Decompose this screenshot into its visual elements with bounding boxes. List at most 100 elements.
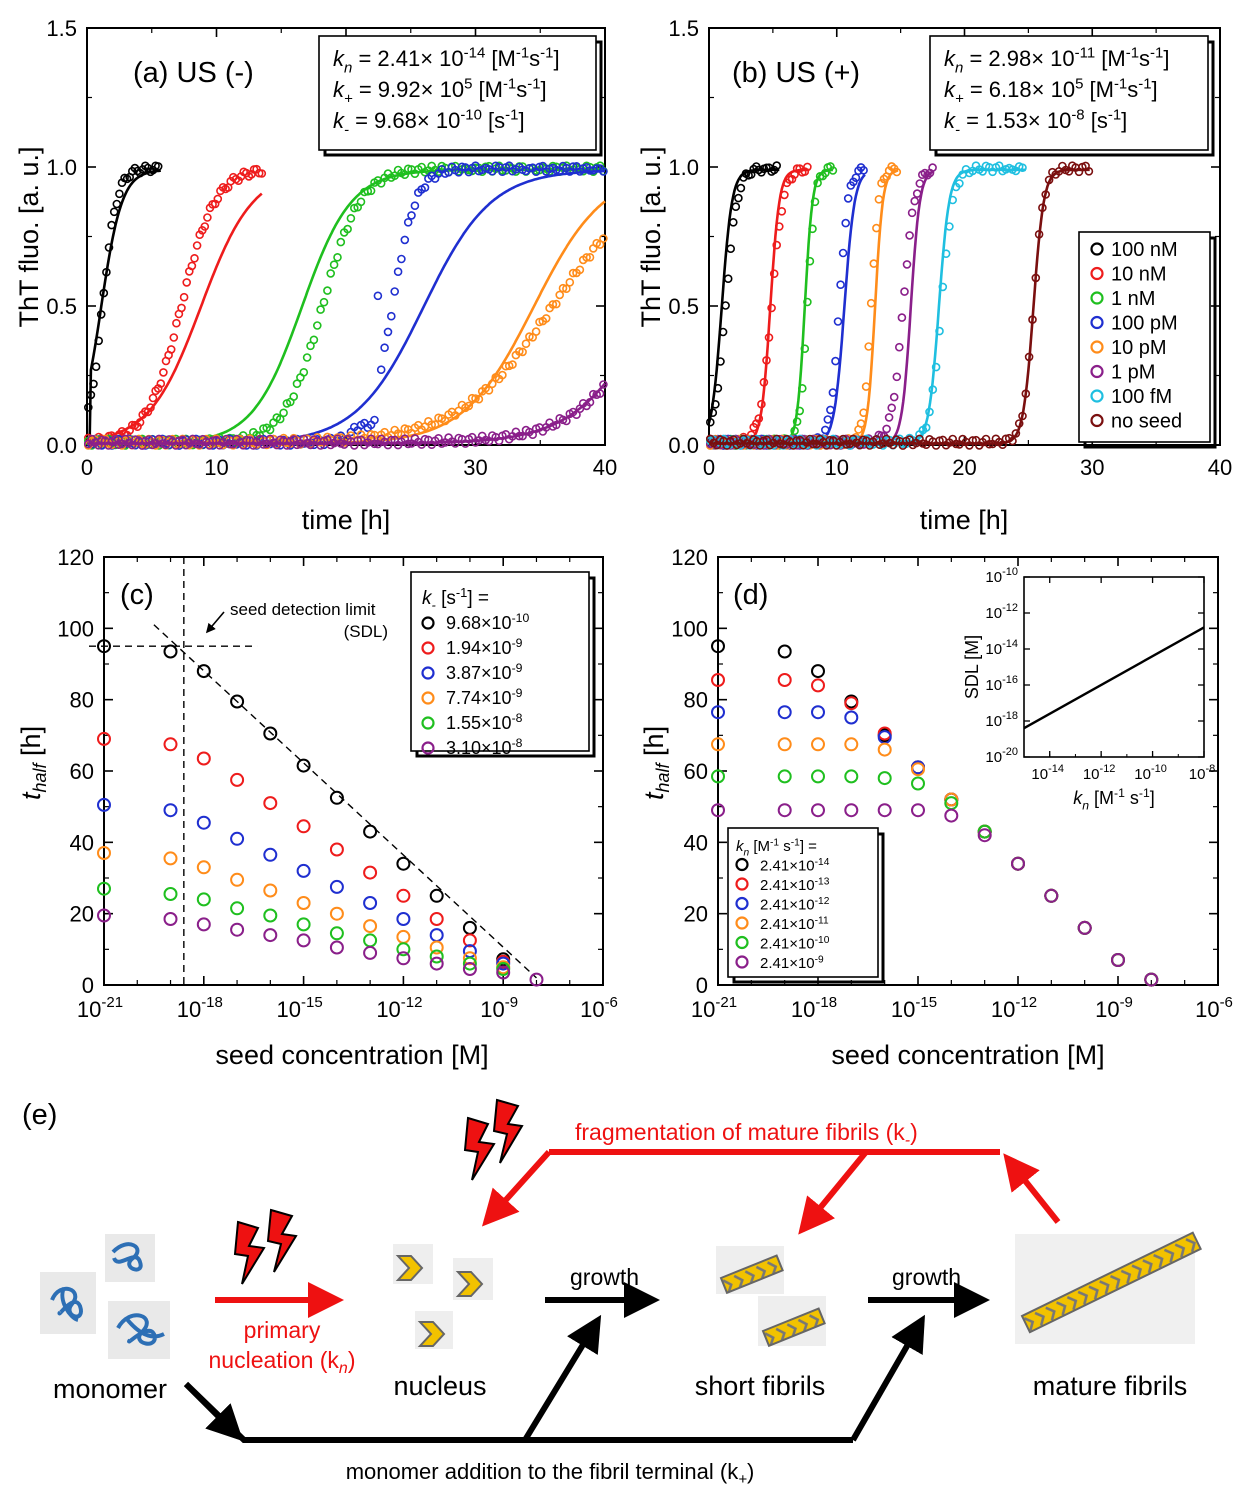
data-point	[177, 303, 186, 313]
data-point	[869, 259, 879, 268]
data-point	[568, 268, 578, 278]
inset-y-tick-label: 10-18	[985, 710, 1018, 730]
panel-b-params: kn​ = 2.98× 10-11​ [M-1​s-1​]k+​ = 6.18×…	[944, 45, 1169, 139]
data-point	[941, 249, 951, 258]
data-point	[797, 383, 807, 393]
data-point	[910, 196, 920, 206]
legend-item: 7.74×10-9​	[421, 686, 523, 708]
data-point	[842, 440, 851, 449]
data-point	[851, 173, 861, 182]
panel-a-x-label: time [h]	[302, 505, 391, 535]
series-6	[711, 803, 1159, 987]
data-point	[135, 417, 145, 427]
inset-y-tick-label: 10-16	[985, 674, 1018, 694]
legend-label: 3.10×10-8​	[446, 736, 523, 758]
data-point	[805, 256, 815, 266]
data-point	[390, 287, 400, 296]
data-point	[396, 888, 411, 903]
data-point	[1041, 190, 1050, 199]
legend-item: 2.41×10-9​	[735, 954, 824, 972]
legend-label: 2.41×10-12​	[760, 896, 830, 914]
data-point	[1044, 888, 1059, 903]
data-point	[296, 863, 311, 878]
data-point	[230, 831, 245, 846]
data-point	[803, 162, 812, 172]
data-point	[363, 865, 378, 880]
short-fibril-icon	[716, 1246, 826, 1348]
data-point	[462, 962, 477, 976]
data-point	[754, 414, 764, 423]
data-point	[257, 169, 267, 178]
data-point	[462, 933, 477, 948]
data-point	[844, 737, 859, 752]
series-3	[97, 797, 511, 971]
data-point	[296, 896, 311, 910]
legend-label: 2.41×10-14​	[760, 857, 830, 875]
data-point	[163, 887, 178, 901]
data-point	[259, 440, 268, 449]
data-point	[769, 269, 779, 279]
param-text-1: kn​ = 2.41× 10-14​ [M-1​s-1​]	[333, 45, 560, 77]
data-point	[828, 166, 838, 175]
data-point	[905, 231, 914, 240]
legend-marker	[1090, 389, 1104, 403]
data-point	[191, 439, 201, 449]
data-point	[599, 234, 608, 243]
data-point	[951, 439, 961, 449]
data-point	[925, 407, 934, 417]
inset-x-tick-label: 10-14	[1031, 763, 1064, 783]
x-tick-label: 10-21	[691, 994, 737, 1022]
data-point	[370, 415, 379, 425]
y-tick-label: 0	[82, 973, 94, 998]
data-point	[828, 388, 838, 397]
data-point	[429, 940, 444, 955]
data-point	[800, 344, 810, 354]
data-point	[1144, 972, 1159, 987]
data-point	[1084, 167, 1094, 176]
data-point	[595, 389, 605, 398]
fragmentation-label: fragmentation of mature fibrils (k-)	[575, 1119, 918, 1149]
data-point	[429, 928, 444, 943]
data-point	[711, 737, 725, 752]
data-point	[163, 912, 178, 926]
panel-d-legend-shadow	[732, 832, 885, 984]
inset-x-label: kn​ [M-1​ s-1​]	[1073, 786, 1155, 812]
data-point	[396, 912, 411, 926]
mature-fibril-icon	[1015, 1231, 1202, 1344]
data-point	[551, 420, 561, 430]
data-point	[795, 406, 805, 416]
data-point	[99, 288, 109, 298]
data-point	[457, 162, 467, 172]
panel-b-x-label: time [h]	[920, 505, 1009, 535]
legend-label: 9.68×10-10​	[446, 611, 529, 633]
x-tick-label: 0	[81, 455, 93, 480]
data-point	[462, 920, 477, 935]
panel-a-param-box-shadow	[323, 40, 603, 157]
y-tick-label: 60	[684, 759, 708, 784]
inset-y-tick-label: 10-12	[985, 602, 1018, 622]
y-tick-label: 100	[57, 616, 94, 641]
data-point	[921, 423, 931, 432]
data-point	[777, 769, 792, 784]
series-curve-1	[84, 161, 163, 445]
panel-d-series	[711, 639, 1159, 987]
data-point	[353, 436, 363, 445]
data-point	[1018, 411, 1027, 421]
data-point	[386, 311, 396, 321]
panel-d-inset: 10-14 10-12 10-10 10-8 10-2010-1810-1610-14…	[962, 566, 1215, 812]
data-point	[894, 342, 904, 352]
y-tick-label: 1.5	[668, 16, 699, 41]
data-point	[767, 303, 776, 313]
data-point	[884, 413, 894, 422]
data-point	[558, 283, 568, 293]
data-point	[548, 300, 558, 309]
data-point	[944, 808, 959, 823]
data-point	[864, 342, 874, 351]
inset-x-tick-label: 10-12	[1083, 763, 1116, 783]
inset-x-tick-label: 10-8	[1189, 763, 1215, 783]
data-point	[299, 367, 309, 377]
data-point	[94, 336, 103, 346]
data-point	[877, 771, 892, 786]
data-point	[749, 164, 759, 174]
data-point	[383, 327, 393, 337]
